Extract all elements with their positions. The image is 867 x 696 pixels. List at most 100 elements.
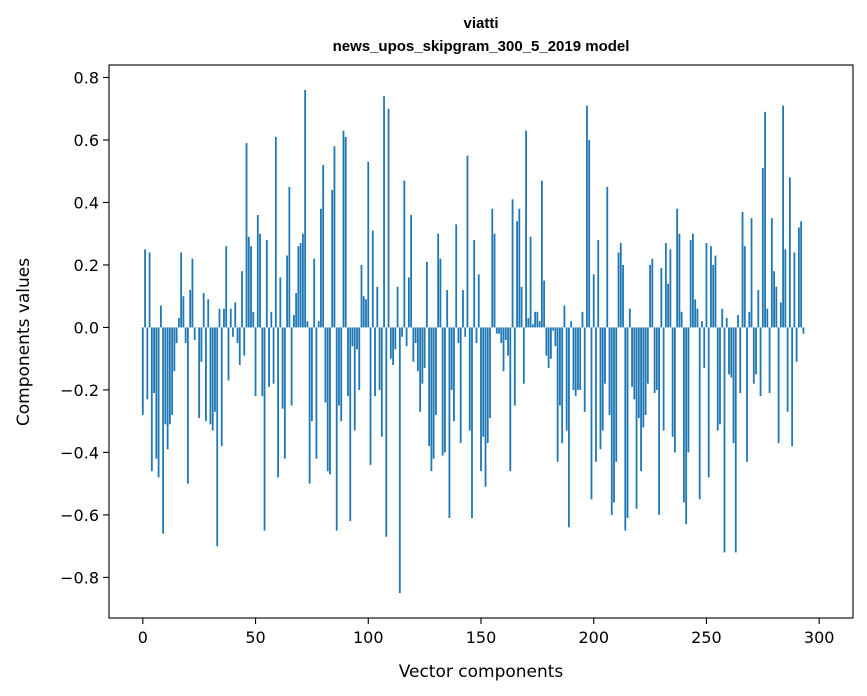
bar [597,239,600,328]
bar [613,327,615,503]
x-tick-label: 0 [138,628,148,647]
bar [313,258,316,328]
y-tick-label: 0.8 [74,68,99,87]
bar [175,327,178,344]
bar [773,271,775,328]
bar [425,261,428,328]
bar [324,327,327,403]
bar [180,252,183,328]
bar [752,327,755,384]
bar [387,108,390,328]
bar [292,314,295,328]
bar [168,327,171,425]
bar [554,327,557,347]
bar [164,327,167,425]
bar [254,327,257,397]
bar [448,327,451,519]
bar [187,327,189,484]
bar [380,327,383,437]
bar [572,327,575,390]
bar [157,327,160,478]
bar [685,327,688,525]
bar [563,305,566,328]
y-tick-label: 0.2 [74,256,99,275]
bar [326,327,329,472]
bar [320,208,322,328]
bar [389,327,392,359]
bar [428,327,431,447]
bar [252,311,255,328]
bar [791,327,794,447]
bar [757,289,760,328]
bar [734,327,737,553]
bar [687,327,690,453]
bar [651,258,654,328]
bar [669,249,672,328]
bar [457,327,460,344]
bar [329,327,331,475]
bar [290,327,293,406]
bar [504,327,507,340]
bar [331,189,334,328]
bar [385,327,388,537]
bar [705,243,708,328]
bar [351,327,354,347]
bar [540,180,543,328]
bar [786,327,789,412]
bar [349,327,352,522]
bar [624,327,627,531]
bar [301,233,304,328]
bar [534,311,537,328]
bar [655,327,658,390]
bar [538,321,541,328]
bar [421,327,424,384]
y-tick-label: −0.6 [60,506,99,525]
bar [525,130,527,328]
bar [761,168,764,328]
bar [459,327,462,444]
bar [529,236,532,328]
y-axis-ticks: −0.8 −0.6 −0.4 −0.2 0.0 0.2 0.4 0.6 0.8 [60,68,109,587]
bar [414,327,417,344]
bar [649,264,651,328]
bar [617,252,620,328]
bar [243,327,246,356]
bar [606,186,609,328]
bar [317,321,320,328]
bar [177,318,180,328]
y-tick-label: 0.0 [74,318,99,337]
bar [234,302,237,328]
bar [802,327,805,334]
bar [297,246,300,328]
bar [622,264,624,328]
bar [673,327,676,453]
bar [245,143,248,328]
bar [800,221,803,328]
bar [507,327,509,356]
bar [455,224,458,328]
bar [475,327,478,344]
bar [577,327,579,390]
bar [362,296,365,328]
bar [520,286,523,328]
bar [784,249,787,328]
x-tick-label: 50 [245,628,265,647]
bar [543,280,546,328]
bar [768,327,771,394]
bar [725,318,728,328]
bar [552,327,555,331]
bar [646,327,649,384]
bar [358,327,361,390]
bar [723,327,726,553]
bar [513,327,516,406]
bar [694,299,697,328]
bar [570,321,573,328]
bar [658,327,661,515]
bar [586,105,588,328]
bar [218,308,221,328]
bar [439,258,442,328]
bar [412,327,415,362]
bar [410,214,413,328]
bar [401,327,403,337]
bar [746,327,748,462]
